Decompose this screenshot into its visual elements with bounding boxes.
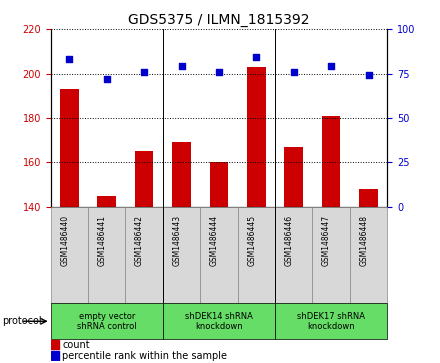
Text: GSM1486442: GSM1486442 xyxy=(135,215,144,266)
Point xyxy=(66,56,73,62)
Bar xyxy=(135,151,154,363)
Text: GSM1486447: GSM1486447 xyxy=(322,215,331,266)
Bar xyxy=(51,340,59,349)
Bar xyxy=(172,142,191,363)
Bar xyxy=(322,116,341,363)
Text: GSM1486446: GSM1486446 xyxy=(285,215,294,266)
Point xyxy=(253,54,260,60)
Bar xyxy=(163,303,275,339)
Text: GSM1486444: GSM1486444 xyxy=(210,215,219,266)
Bar xyxy=(51,351,59,360)
Bar xyxy=(163,207,200,303)
Text: GSM1486445: GSM1486445 xyxy=(247,215,256,266)
Point xyxy=(178,64,185,69)
Bar xyxy=(275,303,387,339)
Point xyxy=(365,72,372,78)
Bar xyxy=(97,196,116,363)
Text: GSM1486443: GSM1486443 xyxy=(172,215,181,266)
Text: GSM1486440: GSM1486440 xyxy=(60,215,70,266)
Text: percentile rank within the sample: percentile rank within the sample xyxy=(62,351,227,361)
Bar xyxy=(312,207,350,303)
Bar xyxy=(275,207,312,303)
Bar xyxy=(238,207,275,303)
Bar xyxy=(125,207,163,303)
Title: GDS5375 / ILMN_1815392: GDS5375 / ILMN_1815392 xyxy=(128,13,310,26)
Point xyxy=(103,76,110,82)
Text: GSM1486441: GSM1486441 xyxy=(98,215,107,266)
Bar xyxy=(284,147,303,363)
Text: count: count xyxy=(62,340,90,350)
Bar xyxy=(359,189,378,363)
Text: protocol: protocol xyxy=(2,316,42,326)
Bar xyxy=(209,162,228,363)
Point xyxy=(327,64,335,69)
Text: empty vector
shRNA control: empty vector shRNA control xyxy=(77,311,136,331)
Bar xyxy=(88,207,125,303)
Bar xyxy=(200,207,238,303)
Point xyxy=(141,69,148,75)
Text: shDEK17 shRNA
knockdown: shDEK17 shRNA knockdown xyxy=(297,311,365,331)
Bar xyxy=(60,89,79,363)
Bar xyxy=(51,303,163,339)
Bar xyxy=(247,67,266,363)
Bar xyxy=(51,207,88,303)
Point xyxy=(216,69,223,75)
Text: shDEK14 shRNA
knockdown: shDEK14 shRNA knockdown xyxy=(185,311,253,331)
Point xyxy=(290,69,297,75)
Text: GSM1486448: GSM1486448 xyxy=(359,215,368,266)
Bar xyxy=(350,207,387,303)
